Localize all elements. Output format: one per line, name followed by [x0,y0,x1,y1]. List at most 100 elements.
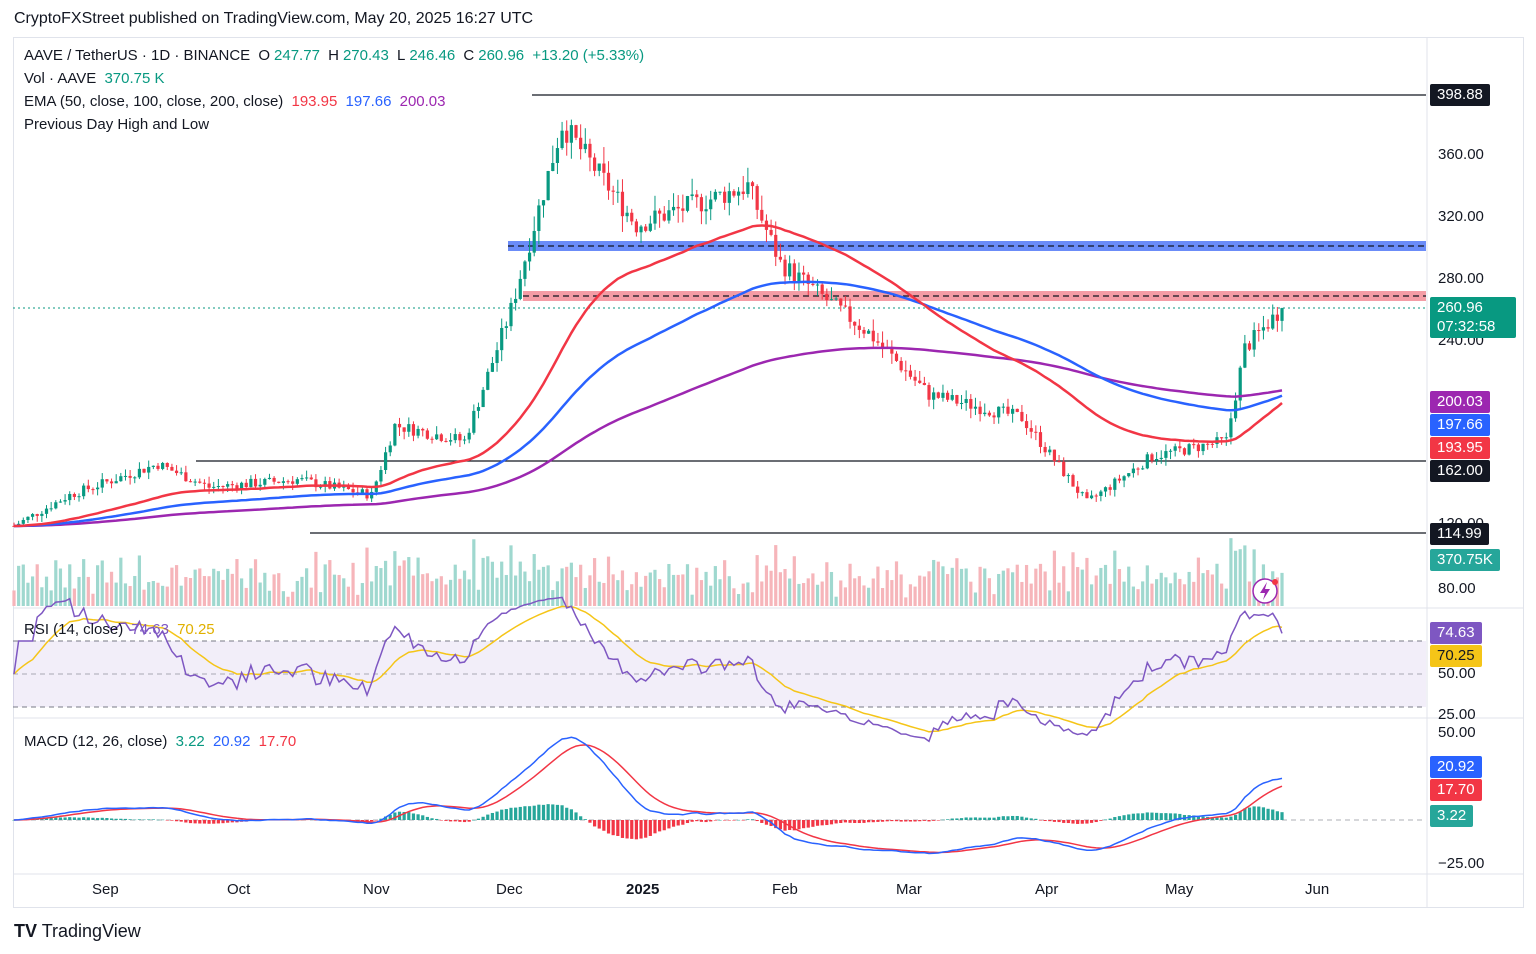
macd-hist-bar [750,819,755,820]
macd-hist-bar [541,804,546,820]
candle-body [481,389,485,408]
volume-bar [147,582,151,606]
candle-body [295,479,299,484]
candle-body [514,298,518,303]
volume-bar [1024,564,1029,606]
macd-hist-bar [583,819,587,820]
volume-bar [820,581,824,606]
volume-bar [644,575,648,606]
candle-body [597,163,601,171]
volume-bar [774,545,778,606]
macd-hist-bar [161,819,165,821]
volume-bar [421,574,425,606]
macd-hist-bar [184,820,188,823]
volume-bar [100,560,104,606]
macd-hist-bar [760,820,764,823]
candle-body [527,252,532,262]
candle-body [305,477,309,479]
candle-body [574,125,578,138]
candle-body [922,382,926,386]
candle-body [202,482,207,484]
volume-bar [927,571,931,606]
candle-body [904,370,908,372]
candle-body [267,477,272,479]
candle-body [26,516,30,520]
volume-bar [295,580,299,606]
candle-body [58,501,63,503]
volume-bar [1252,549,1256,606]
brand-name: TradingView [41,921,141,941]
macd-hist-bar [365,820,369,822]
macd-tick: −25.00 [1438,855,1485,872]
macd-hist-bar [63,817,67,820]
macd-hist-bar [936,820,940,821]
candle-body [198,481,202,483]
macd-hist-bar [630,820,634,839]
candle-body [500,327,504,351]
candle-body [286,481,290,483]
volume-bar [987,578,991,606]
candle-body [1052,449,1057,462]
macd-hist-bar [820,820,824,826]
volume-bar [723,560,727,606]
candle-body [1094,495,1098,497]
ema200-tag: 200.03 [1430,391,1490,413]
volume-bar [899,574,903,606]
macd-hist-bar [894,820,899,822]
macd-hist-bar [797,820,801,830]
volume-bar [997,573,1001,606]
candle-body [44,508,49,514]
macd-hist-bar [1247,807,1252,820]
tradingview-logo[interactable]: TV TradingView [14,921,141,942]
volume-bar [444,584,448,606]
macd-hist-bar [806,820,810,828]
candle-body [235,485,239,490]
macd-hist-bar [151,819,155,820]
macd-hist-bar [885,820,889,822]
macd-hist-bar [1052,820,1057,822]
macd-hist-bar [1076,820,1080,824]
volume-bar [351,562,355,606]
candle-body [411,424,416,436]
candle-body [750,182,755,187]
candle-body [430,438,434,440]
macd-hist-bar [109,818,114,820]
volume-bar [597,581,601,606]
candle-body [1071,475,1075,487]
candle-body [685,196,690,211]
volume-bar [709,585,713,606]
volume-bar [63,587,67,606]
volume-bar [718,579,722,606]
macd-hist-bar [1178,813,1182,820]
volume-bar [695,567,699,606]
pdhl-legend: Previous Day High and Low [24,116,210,133]
macd-hist-bar [1043,820,1047,821]
volume-bar [346,586,351,606]
last-price-tag: 260.96 07:32:58 [1430,297,1516,338]
volume-bar [1122,581,1126,606]
volume-bar [871,578,875,606]
macd-hist-bar [198,820,202,824]
candle-body [699,197,704,212]
macd-hist-bar [732,820,736,821]
macd-line [13,736,1283,855]
macd-hist-bar [685,820,690,824]
macd-hist-bar [574,812,578,820]
macd-hist-bar [1159,813,1163,820]
volume-bar [188,577,193,606]
candle-body [1280,308,1284,321]
candle-body [258,484,262,487]
volume-bar [1201,573,1205,606]
candle-body [936,392,940,398]
ema100-value: 197.66 [345,93,392,110]
candle-body [449,440,453,442]
candle-body [1066,475,1070,477]
candle-body [829,299,834,301]
macd-hist-bar [1006,816,1010,820]
volume-bar [611,574,615,606]
candle-body [774,234,778,257]
candle-body [147,466,151,473]
volume-bar [77,576,81,606]
volume-bar [458,578,462,606]
